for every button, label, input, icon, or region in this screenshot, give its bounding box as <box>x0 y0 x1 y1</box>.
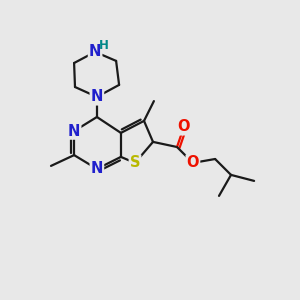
Text: N: N <box>68 124 80 139</box>
Text: N: N <box>91 89 103 104</box>
Text: O: O <box>187 155 199 170</box>
Text: N: N <box>89 44 101 59</box>
Text: S: S <box>130 155 140 170</box>
Text: H: H <box>99 39 109 52</box>
Text: N: N <box>91 161 103 176</box>
Text: O: O <box>178 119 190 134</box>
